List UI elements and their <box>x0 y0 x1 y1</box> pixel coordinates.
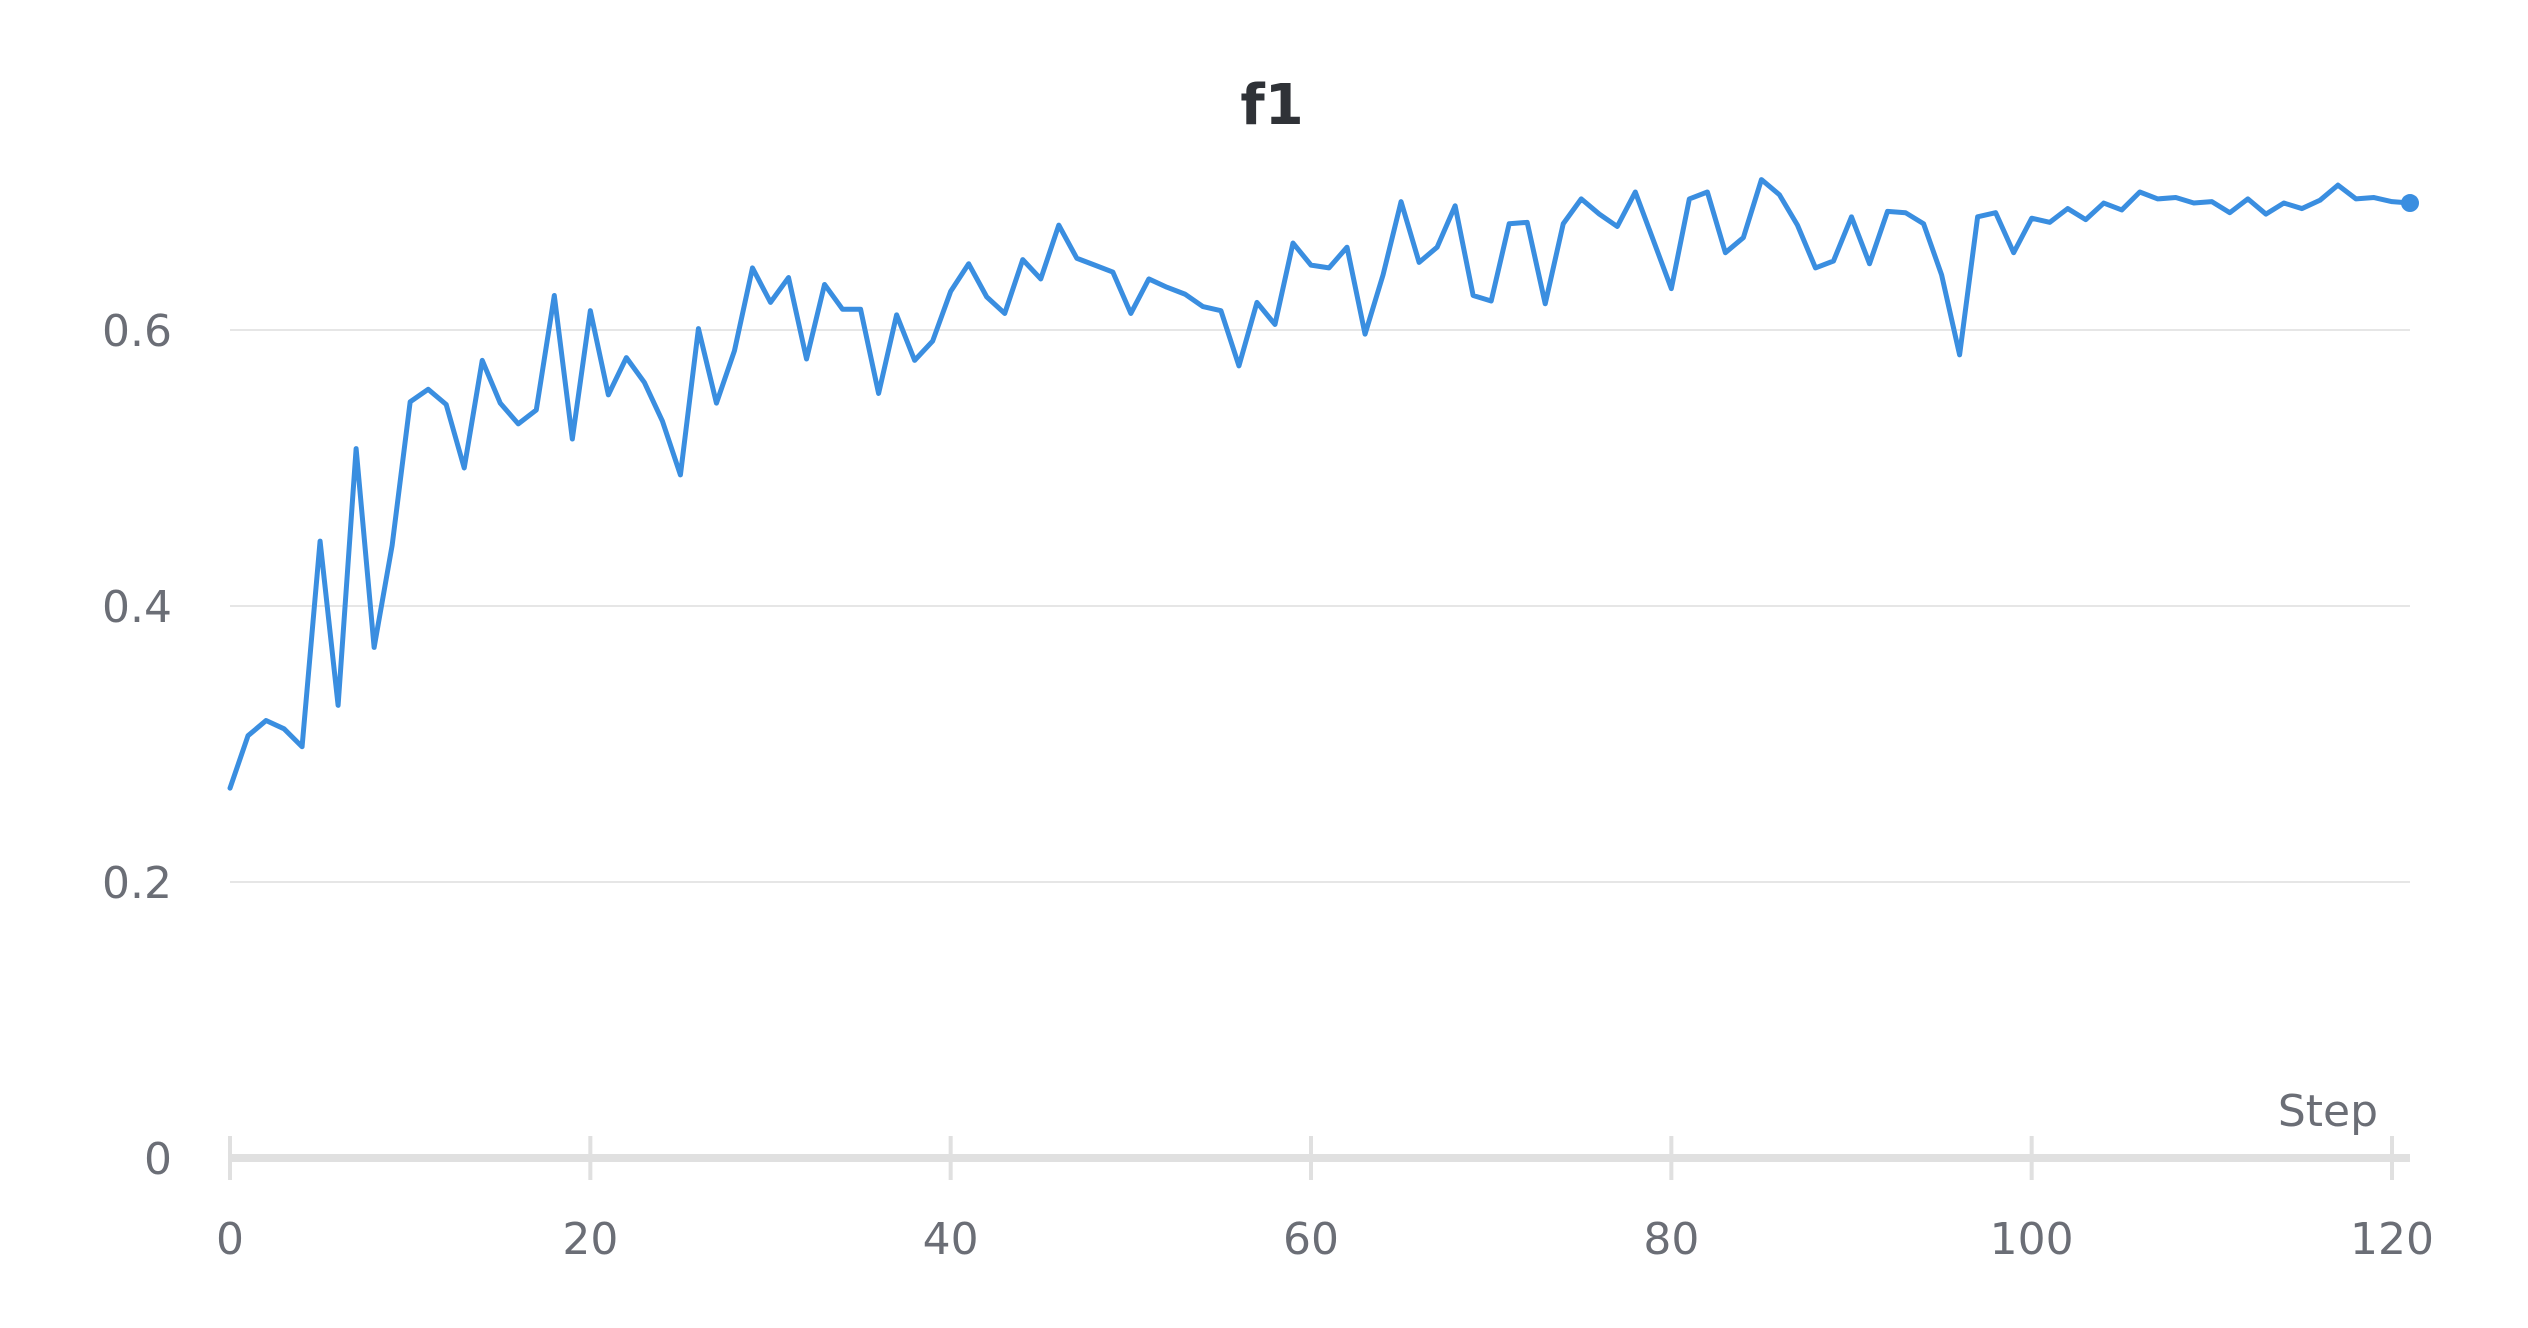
x-tick-label-20: 20 <box>562 1214 618 1265</box>
x-axis-label: Step <box>2278 1086 2378 1137</box>
x-tick-label-80: 80 <box>1643 1214 1699 1265</box>
x-tick-label-120: 120 <box>2350 1214 2434 1265</box>
y-tick-label-0.2: 0.2 <box>102 858 172 909</box>
chart-title: f1 <box>1240 73 1303 138</box>
x-tick-label-60: 60 <box>1283 1214 1339 1265</box>
x-tick-label-100: 100 <box>1990 1214 2074 1265</box>
y-tick-label-0.6: 0.6 <box>102 306 172 357</box>
grid-lines <box>230 329 2410 883</box>
y-tick-label-0.4: 0.4 <box>102 582 172 633</box>
x-tick-label-40: 40 <box>923 1214 979 1265</box>
y-axis-tick-labels: 0 0.2 0.4 0.6 <box>102 306 172 1185</box>
x-axis-tick-labels: 0 20 40 60 80 100 120 <box>216 1214 2434 1265</box>
series-group <box>227 177 2420 791</box>
x-tick-label-0: 0 <box>216 1214 244 1265</box>
series-line-0 <box>227 177 2413 791</box>
y-tick-label-0: 0 <box>144 1134 172 1185</box>
x-axis <box>228 1136 2410 1180</box>
series-end-point-0[interactable] <box>2401 194 2420 213</box>
